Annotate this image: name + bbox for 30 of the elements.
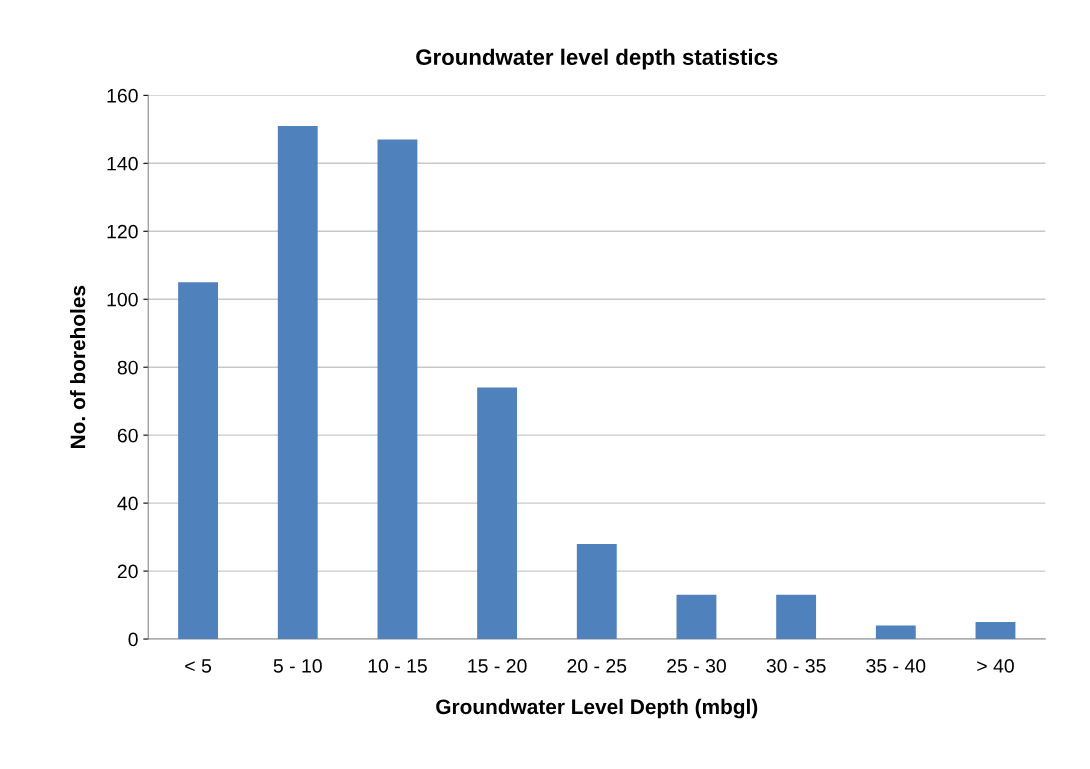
x-tick-label: 25 - 30 (667, 659, 726, 673)
bar (178, 282, 219, 640)
bar (377, 139, 418, 640)
bar (576, 543, 617, 640)
y-tick-label: 140 (107, 156, 138, 171)
y-tick-label: 20 (117, 564, 138, 579)
x-tick-label: < 5 (185, 659, 212, 673)
x-tick-label: 5 - 10 (273, 659, 322, 673)
y-tick-label: 120 (107, 224, 138, 239)
bar (477, 387, 518, 640)
x-tick-label: 20 - 25 (567, 659, 627, 673)
bar (676, 594, 717, 640)
y-axis-title: No. of boreholes (69, 285, 86, 448)
bar (975, 622, 1016, 640)
y-tick-label: 100 (107, 292, 138, 307)
y-tick-label: 0 (128, 632, 138, 647)
x-tick-label: 10 - 15 (368, 659, 427, 673)
bar (277, 125, 318, 640)
x-tick-label: 30 - 35 (766, 659, 826, 673)
bar (875, 625, 916, 640)
y-tick-label: 80 (117, 360, 138, 375)
x-tick-label: > 40 (977, 659, 1014, 673)
x-axis-title: Groundwater Level Depth (mbgl) (436, 698, 758, 719)
y-tick-label: 60 (117, 428, 138, 443)
chart-title: Groundwater level depth statistics (416, 48, 778, 70)
x-tick-label: 35 - 40 (866, 659, 926, 673)
y-tick-label: 40 (117, 496, 138, 511)
y-tick-label: 160 (107, 88, 138, 103)
bar (776, 594, 817, 640)
x-tick-label: 15 - 20 (468, 659, 527, 673)
